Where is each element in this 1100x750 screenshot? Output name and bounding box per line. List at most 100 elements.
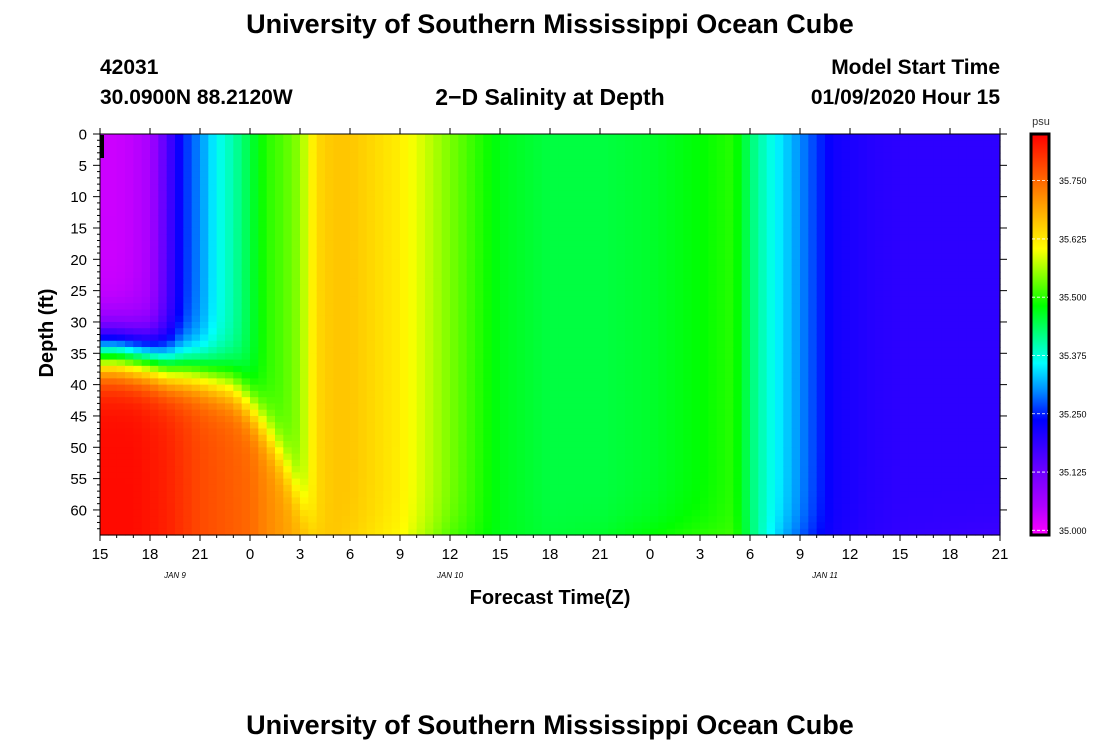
heatmap-cell [733,497,743,505]
heatmap-cell [741,428,751,436]
heatmap-cell [183,259,193,267]
heatmap-cell [600,190,609,198]
heatmap-cell [216,441,226,448]
heatmap-cell [383,497,393,505]
heatmap-cell [725,227,734,235]
heatmap-cell [316,259,326,267]
heatmap-cell [625,384,634,392]
heatmap-cell [633,202,643,210]
heatmap-cell [450,403,459,411]
heatmap-cell [458,259,468,267]
heatmap-cell [416,209,426,217]
heatmap-cell [325,265,334,273]
heatmap-cell [650,422,659,430]
heatmap-cell [350,284,359,292]
heatmap-cell [258,190,268,198]
heatmap-cell [108,415,118,423]
heatmap-cell [250,246,259,254]
heatmap-cell [125,359,134,367]
heatmap-cell [491,509,501,517]
heatmap-cell [291,165,301,173]
heatmap-cell [300,491,309,499]
heatmap-cell [183,159,193,166]
heatmap-cell [166,503,176,511]
heatmap-cell [283,328,293,336]
heatmap-cell [741,478,751,486]
heatmap-cell [541,453,551,461]
heatmap-cell [583,146,593,154]
heatmap-cell [133,422,143,430]
heatmap-cell [475,384,484,392]
heatmap-cell [250,253,259,260]
heatmap-cell [175,441,184,448]
heatmap-cell [325,478,334,486]
heatmap-cell [416,334,426,342]
heatmap-cell [475,221,484,229]
heatmap-cell [616,340,626,348]
heatmap-cell [400,159,409,166]
heatmap-cell [691,234,701,242]
heatmap-cell [466,196,476,204]
heatmap-cell [150,278,159,285]
heatmap-cell [375,215,384,223]
heatmap-cell [600,278,609,285]
heatmap-cell [483,296,493,304]
heatmap-cell [300,315,309,323]
heatmap-cell [575,328,584,336]
heatmap-cell [108,202,118,210]
heatmap-cell [675,384,684,392]
heatmap-cell [200,397,209,405]
heatmap-cell [175,403,184,411]
heatmap-cell [500,372,509,379]
heatmap-cell [350,447,359,455]
heatmap-cell [125,303,134,311]
heatmap-cell [558,159,568,166]
heatmap-cell [116,478,126,486]
heatmap-cell [516,415,526,423]
heatmap-cell [100,134,109,141]
heatmap-cell [350,472,359,480]
heatmap-cell [600,409,609,417]
heatmap-cell [200,434,209,442]
heatmap-cell [300,234,309,242]
heatmap-cell [633,152,643,160]
heatmap-cell [558,415,568,423]
heatmap-cell [300,466,309,473]
heatmap-cell [391,171,401,179]
heatmap-cell [658,484,668,492]
heatmap-cell [341,365,351,373]
heatmap-cell [725,491,734,499]
heatmap-cell [483,315,493,323]
heatmap-cell [650,484,659,492]
heatmap-cell [433,365,443,373]
heatmap-cell [508,215,518,223]
heatmap-cell [683,347,693,354]
heatmap-cell [658,447,668,455]
heatmap-cell [608,428,618,436]
heatmap-cell [600,491,609,499]
heatmap-cell [400,447,409,455]
heatmap-cell [525,315,534,323]
heatmap-cell [216,165,226,173]
heatmap-cell [741,171,751,179]
heatmap-cell [358,491,368,499]
heatmap-cell [700,503,709,511]
heatmap-cell [433,403,443,411]
heatmap-cell [183,434,193,442]
heatmap-cell [208,253,218,260]
heatmap-cell [450,159,459,166]
heatmap-cell [283,397,293,405]
heatmap-cell [266,434,276,442]
heatmap-cell [133,290,143,298]
heatmap-cell [491,152,501,160]
heatmap-cell [283,227,293,235]
heatmap-cell [616,403,626,411]
heatmap-cell [350,522,359,530]
heatmap-cell [608,177,618,185]
heatmap-cell [600,509,609,517]
heatmap-cell [525,190,534,198]
heatmap-cell [691,503,701,511]
heatmap-cell [708,447,718,455]
heatmap-cell [258,403,268,411]
heatmap-cell [683,290,693,298]
